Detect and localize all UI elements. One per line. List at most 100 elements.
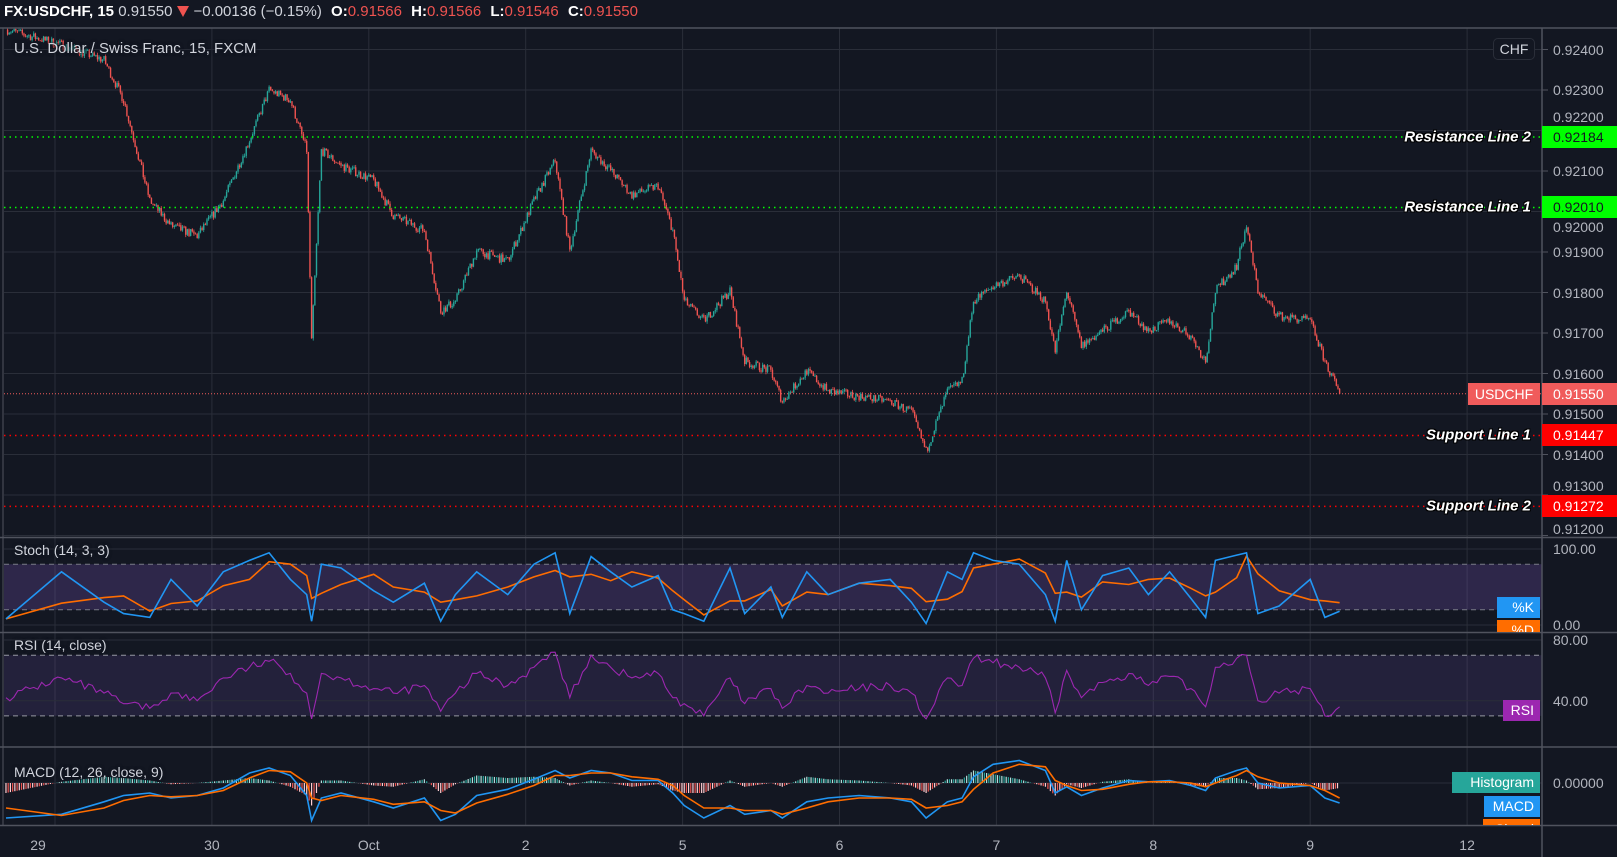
candle-body — [1170, 321, 1172, 324]
candle-body — [734, 307, 736, 311]
candle-body — [490, 250, 493, 252]
candle-body — [1304, 315, 1306, 318]
candle-body — [95, 55, 97, 56]
level-label: Resistance Line 1 — [1404, 198, 1531, 216]
candle-body — [46, 36, 48, 41]
candle-body — [1108, 329, 1110, 331]
candle-body — [724, 293, 726, 298]
candle-body — [1082, 341, 1084, 349]
candle-body — [1182, 330, 1184, 333]
candle-body — [461, 288, 463, 291]
candle-body — [752, 365, 754, 368]
time-axis-label: 30 — [204, 837, 220, 853]
candle-body — [531, 201, 533, 205]
candle-body — [747, 357, 749, 363]
currency-button[interactable]: CHF — [1493, 38, 1535, 60]
candle-body — [134, 140, 136, 148]
candle-body — [533, 197, 535, 202]
candle-body — [72, 47, 74, 49]
candle-body — [255, 120, 257, 127]
candle-body — [969, 320, 971, 337]
candle-body — [853, 397, 855, 400]
candle-body — [1199, 350, 1202, 358]
candle-body — [348, 166, 350, 173]
candle-body — [242, 156, 244, 164]
candle-body — [1054, 340, 1056, 353]
candle-body — [1085, 340, 1087, 347]
candle-body — [912, 408, 914, 412]
candle-body — [773, 377, 775, 381]
candle-body — [812, 372, 815, 377]
candle-body — [1224, 281, 1226, 286]
candle-body — [492, 251, 494, 256]
price-axis-label: 0.91900 — [1553, 244, 1604, 260]
candle-body — [719, 304, 721, 307]
candle-body — [528, 212, 530, 215]
candle-body — [54, 46, 56, 47]
candle-body — [392, 216, 395, 219]
candle-body — [98, 57, 100, 60]
candle-body — [387, 200, 390, 204]
candle-body — [276, 91, 278, 97]
candle-body — [457, 289, 460, 294]
candle-body — [1234, 265, 1236, 274]
candle-body — [811, 370, 813, 373]
candle-body — [178, 224, 180, 226]
candle-body — [686, 298, 689, 306]
candle-body — [794, 383, 797, 389]
candle-body — [147, 184, 149, 195]
candle-body — [954, 382, 957, 385]
candle-body — [730, 287, 733, 298]
candle-body — [101, 59, 104, 62]
candle-body — [104, 56, 107, 64]
candle-body — [972, 301, 975, 314]
candle-body — [163, 213, 166, 221]
candle-body — [894, 400, 896, 406]
candle-body — [443, 307, 445, 315]
candle-body — [920, 430, 922, 439]
candle-body — [541, 182, 543, 192]
candle-body — [1265, 296, 1267, 301]
candle-body — [253, 126, 256, 135]
candle-body — [690, 304, 692, 306]
candle-body — [554, 160, 556, 162]
candle-body — [1195, 341, 1197, 348]
high-label: H: — [411, 3, 427, 20]
symbol-name[interactable]: FX:USDCHF, 15 — [4, 3, 115, 20]
candle-body — [441, 312, 444, 315]
candle-body — [990, 287, 993, 290]
candle-body — [268, 86, 270, 92]
candle-body — [222, 200, 225, 207]
candle-body — [1196, 346, 1199, 348]
candle-body — [1301, 316, 1303, 321]
candle-body — [136, 147, 138, 154]
candle-body — [708, 312, 710, 316]
candle-body — [693, 306, 695, 308]
candle-body — [1239, 247, 1241, 260]
candle-body — [641, 188, 643, 192]
candle-body — [106, 63, 108, 67]
price-axis-label: 0.91300 — [1553, 478, 1604, 495]
candle-body — [495, 256, 497, 258]
candle-body — [516, 240, 519, 247]
candle-body — [1062, 306, 1065, 315]
candle-body — [158, 207, 161, 211]
candle-body — [1201, 357, 1204, 359]
candle-body — [897, 401, 900, 409]
candle-body — [34, 33, 37, 39]
stoch-d-tag: %D — [1497, 620, 1540, 632]
candle-body — [137, 153, 140, 160]
candle-body — [65, 44, 68, 51]
candle-body — [614, 174, 617, 179]
candle-body — [629, 191, 631, 194]
candle-body — [1051, 329, 1053, 335]
candle-body — [940, 406, 942, 413]
time-axis-label: 12 — [1459, 837, 1475, 853]
candle-body — [1204, 356, 1207, 363]
candle-body — [1028, 282, 1030, 283]
candle-body — [1273, 307, 1275, 314]
candle-body — [498, 255, 501, 263]
candle-body — [1214, 293, 1217, 305]
candle-body — [21, 29, 24, 34]
